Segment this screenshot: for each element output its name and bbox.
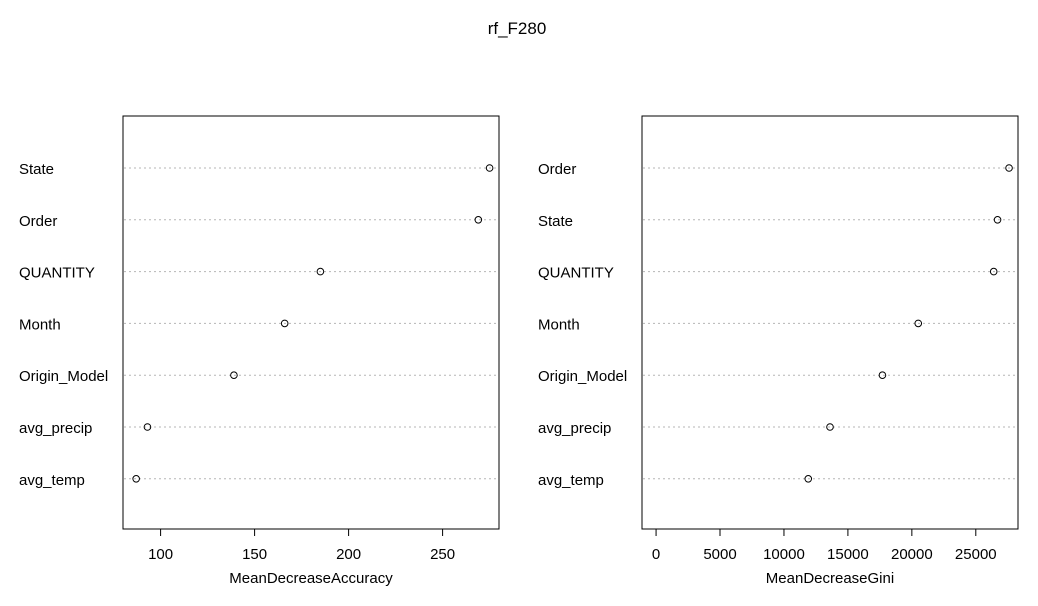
data-point [474, 216, 483, 224]
figure-title: rf_F280 [488, 19, 547, 38]
plot-frame [122, 115, 500, 530]
accuracy-panel: State Order QUANTITY Month Origin_Model avg_p… [19, 115, 500, 587]
data-point [316, 267, 325, 276]
category-label: Origin_Model [19, 368, 108, 385]
x-tick-label: 15000 [827, 546, 869, 563]
category-label: State [538, 213, 573, 230]
category-label: Order [538, 161, 576, 178]
x-tick-label: 5000 [703, 546, 736, 563]
data-point [132, 475, 140, 483]
gini-panel: Order State QUANTITY Month Origin_Model avg_p… [538, 115, 1019, 587]
category-label: avg_precip [19, 420, 92, 437]
data-point [878, 371, 887, 380]
data-point [826, 423, 834, 431]
data-point [485, 164, 494, 172]
x-tick-label: 150 [242, 546, 267, 563]
category-label: avg_precip [538, 420, 611, 437]
category-label: Month [19, 316, 61, 333]
x-tick-label: 10000 [763, 546, 805, 563]
x-axis-title: MeanDecreaseGini [766, 570, 894, 587]
data-point [914, 319, 923, 328]
x-tick-label: 100 [148, 546, 173, 563]
category-label: Month [538, 316, 580, 333]
data-point [1005, 164, 1013, 172]
category-label: avg_temp [19, 472, 85, 489]
x-tick-label: 0 [652, 546, 660, 563]
data-point [143, 423, 152, 431]
category-label: QUANTITY [19, 265, 95, 282]
data-point [989, 267, 998, 276]
category-label: QUANTITY [538, 265, 614, 282]
data-point [993, 216, 1002, 224]
category-label: Origin_Model [538, 368, 627, 385]
x-tick-label: 20000 [891, 546, 933, 563]
x-tick-label: 25000 [955, 546, 997, 563]
data-point [230, 371, 238, 380]
data-point [280, 319, 289, 328]
data-point [804, 475, 813, 483]
x-axis-title: MeanDecreaseAccuracy [229, 570, 393, 587]
category-label: avg_temp [538, 472, 604, 489]
x-tick-label: 200 [336, 546, 361, 563]
plot-frame [641, 115, 1019, 530]
category-label: Order [19, 213, 57, 230]
x-tick-label: 250 [430, 546, 455, 563]
category-label: State [19, 161, 54, 178]
